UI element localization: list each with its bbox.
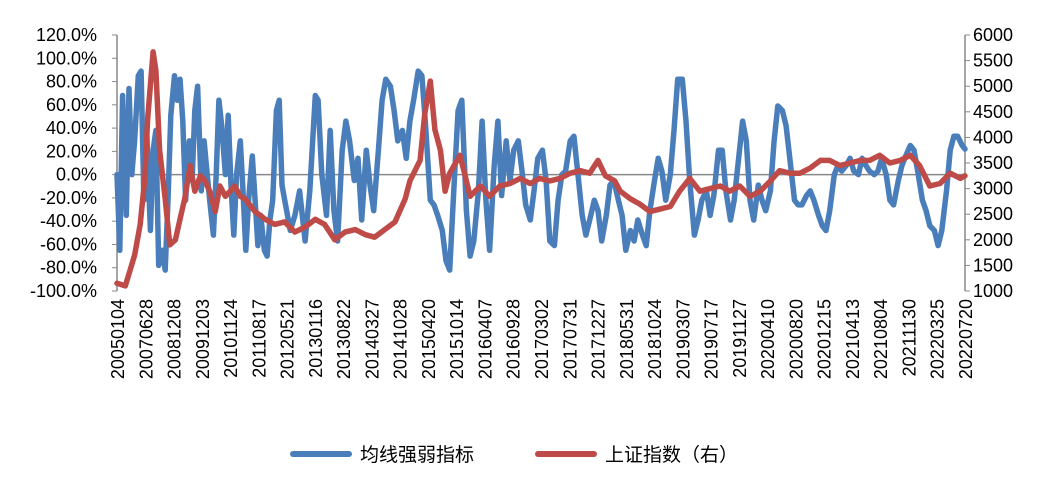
left-tick-label: -60.0% bbox=[40, 234, 97, 254]
legend-swatch-blue bbox=[290, 450, 352, 457]
x-tick-label: 20141028 bbox=[391, 299, 411, 379]
x-tick-label: 20201215 bbox=[815, 299, 835, 379]
x-tick-label: 20210413 bbox=[843, 299, 863, 379]
x-tick-label: 20160407 bbox=[475, 299, 495, 379]
x-tick-label: 20091203 bbox=[193, 299, 213, 379]
left-tick-label: -20.0% bbox=[40, 188, 97, 208]
x-tick-label: 20210804 bbox=[871, 299, 891, 379]
right-tick-label: 1000 bbox=[973, 281, 1013, 301]
x-tick-label: 20170731 bbox=[560, 299, 580, 379]
left-tick-label: -40.0% bbox=[40, 211, 97, 231]
right-tick-label: 4000 bbox=[973, 127, 1013, 147]
legend: 均线强弱指标 上证指数（右） bbox=[0, 440, 1056, 470]
x-tick-label: 20130116 bbox=[306, 299, 326, 378]
left-y-axis: 120.0% 100.0% 80.0% 60.0% 40.0% 20.0% 0.0% -20.… bbox=[30, 25, 118, 301]
legend-item-sse-index: 上证指数（右） bbox=[535, 440, 738, 467]
right-tick-label: 3000 bbox=[973, 179, 1013, 199]
right-tick-label: 2500 bbox=[973, 204, 1013, 224]
series-line-sse-index bbox=[114, 49, 968, 289]
x-tick-label: 20081208 bbox=[165, 299, 185, 379]
x-tick-label: 20070628 bbox=[136, 299, 156, 379]
right-tick-label: 5000 bbox=[973, 76, 1013, 96]
x-tick-label: 20130822 bbox=[334, 299, 354, 379]
x-tick-label: 20160928 bbox=[504, 299, 524, 379]
x-tick-label: 20220325 bbox=[928, 299, 948, 379]
x-tick-label: 20190717 bbox=[702, 299, 722, 379]
x-tick-label: 20170302 bbox=[532, 299, 552, 379]
right-tick-label: 1500 bbox=[973, 255, 1013, 275]
legend-label: 上证指数（右） bbox=[605, 444, 739, 466]
right-tick-label: 2000 bbox=[973, 230, 1013, 250]
x-tick-label: 20140327 bbox=[362, 299, 382, 379]
x-tick-label: 20190307 bbox=[673, 299, 693, 379]
dual-axis-line-chart: 120.0% 100.0% 80.0% 60.0% 40.0% 20.0% 0.0% -20.… bbox=[30, 25, 1013, 379]
left-tick-label: -100.0% bbox=[30, 281, 97, 301]
left-tick-label: 80.0% bbox=[46, 72, 97, 92]
x-tick-label: 20120521 bbox=[278, 299, 298, 379]
legend-swatch-red bbox=[535, 450, 597, 457]
legend-item-ma-strength: 均线强弱指标 bbox=[290, 440, 474, 467]
series-line-ma-strength bbox=[114, 68, 968, 273]
x-tick-label: 20151014 bbox=[447, 299, 467, 379]
x-tick-label: 20180531 bbox=[617, 299, 637, 379]
x-tick-label: 20101124 bbox=[221, 299, 241, 378]
x-tick-label: 20220720 bbox=[956, 299, 976, 379]
x-tick-label: 20150420 bbox=[419, 299, 439, 379]
left-tick-label: 60.0% bbox=[46, 95, 97, 115]
right-y-axis: 6000 5500 5000 4500 4000 3500 3000 2500 2000 1500… bbox=[964, 25, 1013, 301]
x-tick-label: 20200410 bbox=[758, 299, 778, 379]
x-tick-label: 20110817 bbox=[249, 299, 269, 378]
right-tick-label: 3500 bbox=[973, 153, 1013, 173]
left-tick-label: -80.0% bbox=[40, 258, 97, 278]
right-tick-label: 5500 bbox=[973, 51, 1013, 71]
x-tick-label: 20200820 bbox=[786, 299, 806, 379]
left-tick-label: 120.0% bbox=[36, 25, 97, 45]
left-tick-label: 0.0% bbox=[56, 165, 97, 185]
x-axis: 20050104 20070628 20081208 20091203 20101124… bbox=[108, 173, 976, 379]
left-tick-label: 20.0% bbox=[46, 141, 97, 161]
x-tick-label: 20191127 bbox=[730, 299, 750, 378]
right-tick-label: 6000 bbox=[973, 25, 1013, 45]
x-tick-label: 20211130 bbox=[899, 299, 919, 376]
series-layer bbox=[114, 49, 968, 289]
x-tick-label: 20050104 bbox=[108, 299, 128, 379]
left-tick-label: 40.0% bbox=[46, 118, 97, 138]
left-tick-label: 100.0% bbox=[36, 48, 97, 68]
x-tick-label: 20171227 bbox=[589, 299, 609, 379]
x-tick-label: 20181024 bbox=[645, 299, 665, 379]
right-tick-label: 4500 bbox=[973, 102, 1013, 122]
legend-label: 均线强弱指标 bbox=[360, 444, 475, 466]
